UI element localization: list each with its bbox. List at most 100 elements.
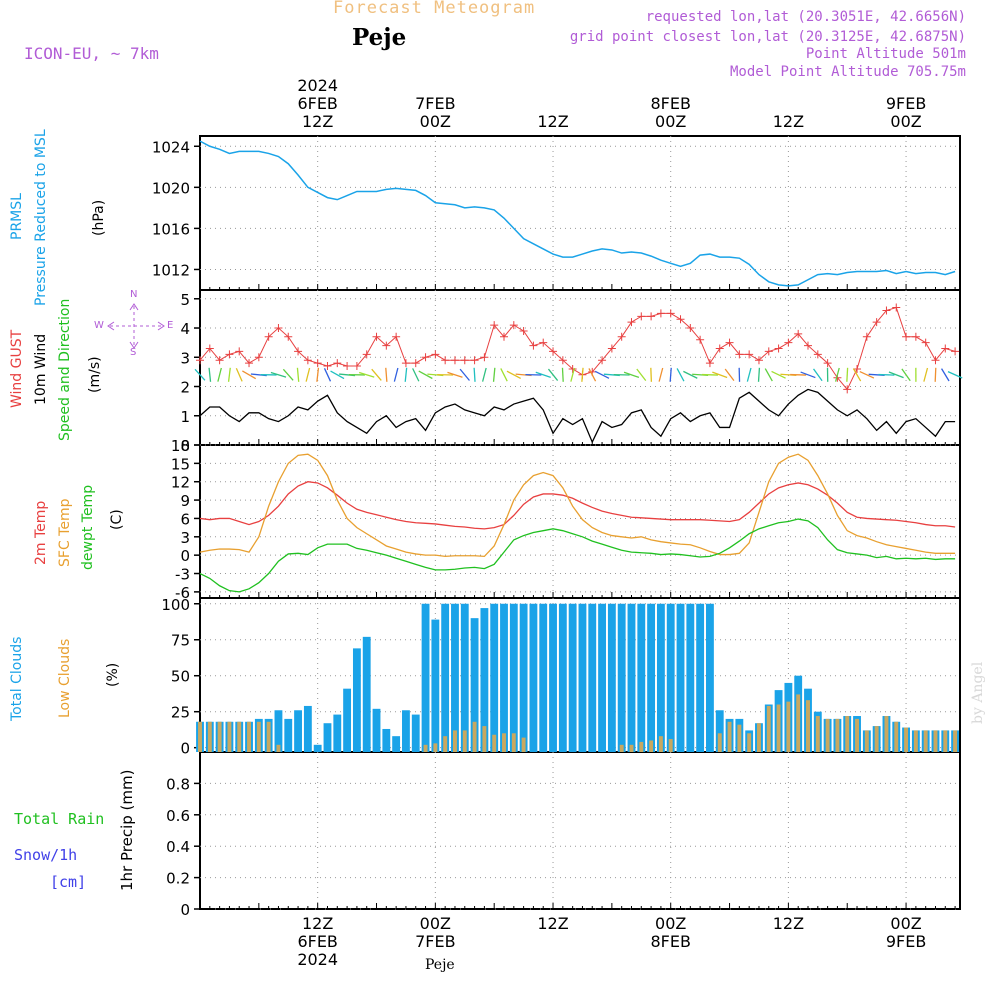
y-tick-label: 18 [171, 437, 190, 455]
compass-icon [107, 303, 165, 349]
low-clouds-bar [806, 700, 810, 752]
wind-direction-arrow [588, 368, 597, 382]
gust-marker [588, 367, 597, 376]
cm-label: [cm] [50, 873, 87, 891]
panel-frame [199, 135, 961, 291]
top-axis-label: 7FEB [415, 94, 456, 113]
top-axis-label: 9FEB [885, 94, 927, 113]
low-clouds-bar [492, 734, 497, 752]
gust-marker [480, 353, 489, 362]
low-clouds-bar [649, 740, 654, 752]
total-clouds-bar [500, 603, 508, 752]
y-tick-label: 50 [171, 668, 190, 686]
gust-marker [843, 385, 852, 394]
total-clouds-bar [931, 730, 940, 752]
y-tick-label: 0.2 [166, 870, 190, 888]
compass-s-label: S [130, 347, 137, 358]
low-clouds-bar [462, 730, 467, 752]
wind-direction-arrow [358, 371, 375, 378]
low-clouds-bar [502, 733, 506, 752]
gust-marker [715, 344, 724, 353]
total-clouds-bar [735, 718, 744, 752]
snow-label: Snow/1h [14, 846, 78, 864]
low-clouds-bar [776, 704, 781, 752]
wind-direction-arrow [746, 367, 752, 382]
total-clouds-bar [343, 688, 352, 752]
gust-marker [764, 347, 773, 356]
total-clouds-bar [627, 603, 636, 752]
gust-marker [656, 309, 665, 318]
gust-line [199, 306, 956, 391]
y-tick-label: 25 [171, 704, 190, 722]
total-clouds-bar [921, 730, 930, 752]
chart-title: Forecast Meteogram [333, 0, 536, 18]
wind-direction-arrow [339, 373, 356, 377]
gust-marker [754, 356, 763, 365]
total-clouds-bar [774, 690, 783, 752]
total-clouds-bar [725, 718, 734, 752]
y-tick-label: 3 [180, 529, 190, 547]
low-clouds-bar [943, 730, 948, 752]
total-clouds-bar [451, 603, 459, 752]
compass-w-label: W [94, 320, 104, 331]
total-clouds-bar [225, 721, 234, 752]
total-clouds-bar [892, 721, 901, 752]
y-tick-label: 75 [171, 632, 190, 650]
total-clouds-bar [823, 718, 832, 752]
low-clouds-bar [757, 723, 761, 752]
total-clouds-bar [509, 603, 518, 752]
prmsl-label: PRMSL [9, 193, 25, 240]
wind-direction-arrow [790, 373, 807, 376]
gust-marker [274, 324, 283, 333]
gust-marker [627, 318, 636, 327]
gust-marker [794, 329, 803, 338]
low-clouds-bar [845, 716, 850, 752]
total-clouds-bar [804, 688, 812, 752]
wind-direction-arrow [547, 368, 559, 381]
bottom-axis-label: 7FEB [415, 932, 456, 951]
gust-marker [686, 324, 695, 333]
top-axis-label: 6FEB [297, 94, 338, 113]
c-unit-label: (C) [109, 509, 125, 530]
wind-direction-arrow [296, 367, 300, 382]
low-clouds-bar [619, 744, 624, 752]
total-clouds-bar [460, 603, 469, 752]
gust-marker [441, 356, 450, 365]
gust-marker [568, 364, 577, 373]
gust-marker [450, 356, 459, 365]
wind-direction-arrow [878, 373, 895, 376]
low-clouds-bar [453, 730, 457, 752]
wind-direction-arrow [194, 368, 206, 381]
wind-direction-arrow [305, 367, 311, 382]
top-axis-label: 12Z [537, 112, 569, 131]
bottom-axis-label: 6FEB [297, 932, 338, 951]
y-tick-label: 0.8 [166, 775, 190, 793]
low-clouds-bar [884, 716, 889, 752]
gust-marker [401, 359, 410, 368]
gust-marker [294, 347, 303, 356]
total-clouds-bar [274, 710, 283, 752]
low-clouds-bar [766, 705, 771, 752]
gust-marker [519, 326, 528, 335]
wind-direction-arrow [623, 371, 640, 379]
y-tick-label: -3 [175, 566, 190, 584]
gust-marker [647, 312, 656, 321]
gust-marker [509, 321, 518, 330]
top-axis-label: 00Z [419, 112, 451, 131]
y-tick-label: 2 [180, 379, 190, 397]
gust-marker [470, 356, 479, 365]
wind-direction-arrow [724, 368, 735, 382]
total-clouds-bar [902, 727, 910, 752]
wind-direction-arrow [812, 368, 823, 382]
total-clouds-bar [951, 730, 960, 752]
total-clouds-bar [539, 603, 548, 752]
gust-marker [343, 362, 352, 371]
gust-marker [872, 318, 881, 327]
wind-direction-arrow [481, 367, 487, 382]
total-clouds-bar [588, 603, 597, 752]
total-clouds-bar [833, 718, 842, 752]
total-clouds-label: Total Clouds [9, 636, 25, 721]
precip-unit-label: 1hr Precip (mm) [118, 769, 136, 891]
total-clouds-bar [686, 603, 695, 752]
y-tick-label: -6 [175, 584, 190, 602]
